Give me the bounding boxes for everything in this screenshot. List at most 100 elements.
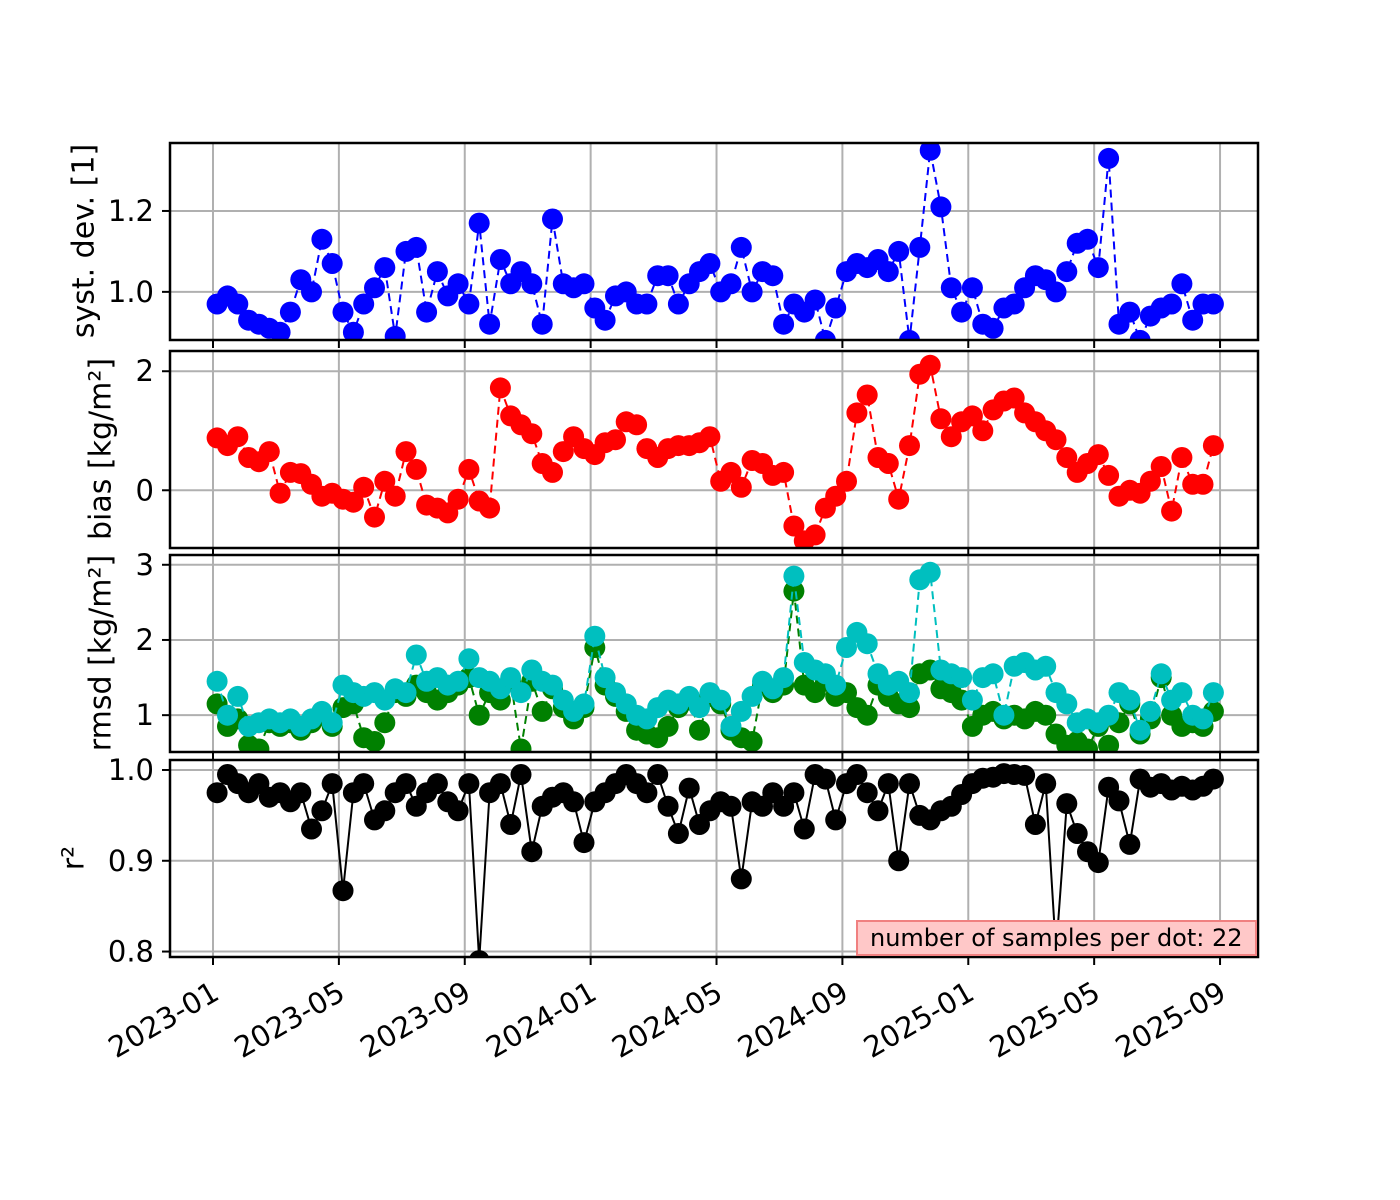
rmsd-green-point — [741, 731, 763, 752]
x-tick-label: 2023-05 — [228, 975, 350, 1065]
bias-point — [730, 476, 752, 498]
syst-dev-point — [1119, 301, 1141, 323]
panel-border — [168, 758, 1260, 959]
x-tick-label: 2025-05 — [984, 975, 1106, 1065]
syst-dev-point — [468, 212, 490, 234]
rmsd-cyan-point — [1192, 708, 1214, 730]
syst-dev-point — [531, 313, 553, 335]
bias-point — [720, 461, 742, 483]
bias-point — [1161, 500, 1183, 522]
r-squared-point — [500, 814, 522, 835]
rmsd-cyan-point — [730, 700, 752, 722]
r-squared-point — [1108, 790, 1130, 812]
syst-dev-point — [374, 257, 396, 279]
r-squared-point — [647, 764, 669, 785]
x-tick-label: 2024-05 — [606, 975, 728, 1065]
syst-dev-point — [814, 329, 836, 340]
ylabel-bias: bias [kg/m²] — [83, 357, 119, 541]
syst-dev-point — [667, 293, 689, 315]
r-squared-point — [720, 795, 742, 817]
syst-dev-point — [657, 265, 679, 287]
r-squared-point — [1035, 773, 1057, 795]
r-squared-point — [321, 773, 343, 795]
rmsd-cyan-point — [773, 667, 795, 689]
sample-count-annotation: number of samples per dot: 22 — [856, 920, 1257, 956]
rmsd-cyan-point — [395, 682, 417, 704]
bias-point — [227, 426, 249, 448]
r-squared-point — [678, 777, 700, 799]
panel-syst-dev: 1.0 1.2 — [108, 141, 1260, 348]
x-tick-label: 2023-09 — [354, 975, 476, 1065]
syst-dev-point — [1077, 228, 1098, 250]
bias-point — [395, 441, 417, 463]
r-squared-point — [667, 823, 689, 844]
rmsd-green-point — [248, 738, 270, 752]
syst-dev-point — [909, 236, 931, 258]
rmsd-cyan-point — [689, 697, 710, 719]
bias-point — [1171, 447, 1193, 468]
syst-dev-point — [930, 196, 952, 218]
rmsd-cyan-point — [584, 625, 606, 647]
syst-dev-point — [730, 236, 752, 258]
syst-dev-point — [773, 313, 795, 335]
panel-border — [168, 349, 1260, 550]
panel-rmsd: 1 2 3 — [136, 548, 1260, 760]
x-tick-label: 2025-09 — [1110, 975, 1232, 1065]
panel-border — [168, 141, 1260, 342]
r-squared-point — [636, 782, 658, 804]
rmsd-cyan-point — [836, 637, 857, 658]
bias-point — [458, 458, 480, 480]
rmsd-cyan-point — [993, 704, 1015, 726]
bias-point — [825, 485, 847, 507]
syst-dev-point — [1182, 309, 1204, 331]
ylabel-syst-dev: syst. dev. [1] — [66, 143, 102, 339]
r-squared-point — [301, 818, 322, 840]
rmsd-green-point — [899, 697, 920, 719]
r-squared-point — [1024, 814, 1046, 835]
r-squared-point — [447, 800, 469, 822]
rmsd-cyan-point — [217, 704, 238, 726]
rmsd-cyan-point — [1202, 682, 1224, 704]
syst-dev-point — [489, 249, 511, 270]
rmsd-cyan-point — [1035, 655, 1057, 677]
syst-dev-point — [741, 281, 763, 303]
rmsd-cyan-point — [856, 633, 878, 655]
rmsd-cyan-point — [825, 674, 847, 696]
rmsd-cyan-point — [458, 648, 480, 670]
syst-dev-point — [416, 301, 438, 323]
rmsd-green-point — [1098, 734, 1120, 752]
rmsd-green-point — [531, 700, 553, 722]
bias-point — [940, 426, 962, 448]
bias-point — [699, 426, 721, 448]
syst-dev-point — [479, 313, 501, 335]
r-squared-point — [825, 809, 847, 831]
rmsd-green-point — [364, 731, 385, 752]
r-squared-point — [877, 773, 899, 795]
r-squared-point — [573, 832, 595, 854]
y-tick-label: 1 — [136, 698, 154, 732]
syst-dev-point — [573, 273, 595, 295]
r-squared-point — [814, 768, 836, 790]
syst-dev-point — [762, 265, 784, 287]
r-squared-point — [510, 764, 532, 785]
syst-dev-point — [321, 253, 343, 274]
bias-point — [489, 377, 511, 399]
bias-point — [1045, 429, 1067, 451]
rmsd-cyan-point — [500, 667, 522, 689]
syst-dev-point — [301, 281, 322, 303]
y-tick-label: 1.2 — [108, 194, 154, 228]
bias-point — [1056, 447, 1078, 468]
bias-point — [1150, 456, 1172, 477]
y-tick-label: 3 — [136, 548, 154, 582]
rmsd-green-point — [856, 704, 878, 726]
syst-dev-point — [1056, 261, 1078, 283]
syst-dev-point — [1045, 281, 1067, 303]
y-tick-label: 0.8 — [108, 935, 154, 969]
rmsd-cyan-point — [961, 689, 983, 711]
rmsd-cyan-point — [594, 667, 616, 689]
r-squared-point — [469, 950, 490, 957]
r-squared-point — [332, 880, 354, 902]
r-squared-point — [867, 800, 889, 822]
rmsd-cyan-point — [1119, 689, 1141, 711]
r-squared-point — [1087, 852, 1109, 874]
